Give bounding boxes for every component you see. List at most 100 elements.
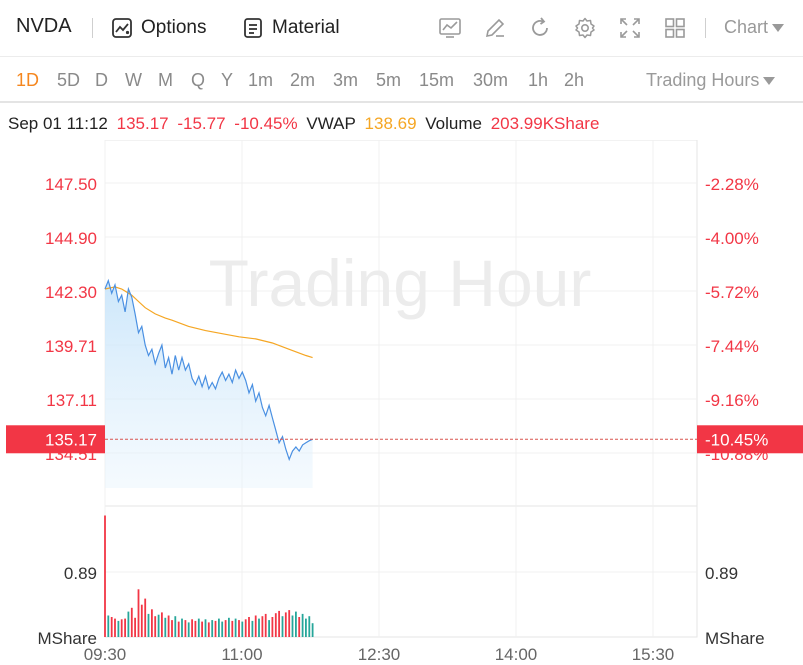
volume-bar: [241, 621, 244, 637]
volume-bar: [281, 616, 284, 637]
y-tick-left: 147.50: [45, 175, 97, 194]
current-price-tag: [6, 425, 105, 454]
volume-bar: [151, 609, 153, 637]
volume-bar: [231, 620, 234, 637]
volume-label: Volume: [425, 114, 482, 133]
period-tab-1m[interactable]: 1m: [248, 70, 274, 90]
period-tab-5m[interactable]: 5m: [376, 70, 402, 90]
volume-bar: [140, 604, 143, 637]
y-tick-right: -4.00%: [705, 229, 759, 248]
volume-bar: [301, 613, 304, 637]
volume-bar: [258, 618, 260, 637]
y-tick-right: -5.72%: [705, 283, 759, 302]
volume-bar: [308, 616, 311, 637]
volume-bar: [295, 611, 297, 637]
period-tab-30m[interactable]: 30m: [473, 70, 509, 90]
volume-bar: [238, 620, 240, 637]
period-tab-y[interactable]: Y: [221, 70, 234, 90]
volume-tick-left: 0.89: [64, 564, 97, 583]
x-tick-label: 12:30: [358, 645, 401, 664]
volume-unit-left: MShare: [37, 629, 97, 648]
volume-bar: [124, 618, 126, 637]
period-tab-5d[interactable]: 5D: [57, 70, 81, 90]
volume-bar: [291, 615, 294, 637]
volume-bar: [288, 610, 291, 637]
volume-bar: [224, 620, 227, 637]
volume-bar: [144, 598, 147, 637]
volume-bar: [298, 617, 301, 637]
current-price-label: 135.17: [45, 430, 97, 449]
chart-type-dropdown[interactable]: Chart: [724, 17, 785, 38]
period-tab-q[interactable]: Q: [191, 70, 206, 90]
session-dropdown[interactable]: Trading Hours: [646, 70, 776, 91]
volume-bar: [167, 615, 170, 637]
top-toolbar: NVDA Options Material: [0, 0, 803, 57]
current-pct-tag: [697, 425, 803, 454]
grid-layout-icon[interactable]: [663, 16, 687, 40]
volume-bar: [177, 621, 180, 637]
period-tab-d[interactable]: D: [95, 70, 108, 90]
refresh-icon[interactable]: [528, 16, 552, 40]
volume-bar: [120, 619, 123, 637]
volume-bar: [147, 613, 150, 637]
current-pct-label: -10.45%: [705, 430, 768, 449]
volume-bar: [107, 615, 110, 637]
x-tick-label: 11:00: [221, 645, 262, 664]
vwap-value: 138.69: [364, 114, 417, 133]
options-chart-icon: [112, 18, 132, 38]
gear-icon[interactable]: [573, 16, 597, 40]
session-label: Trading Hours: [646, 70, 760, 90]
quote-change-pct: -10.45%: [234, 114, 298, 133]
indicator-icon[interactable]: [438, 16, 462, 40]
volume-bar: [127, 611, 130, 637]
toolbar-divider: [705, 18, 706, 38]
fullscreen-icon[interactable]: [618, 16, 642, 40]
document-icon: [244, 18, 262, 38]
volume-bar: [248, 617, 250, 637]
period-tab-15m[interactable]: 15m: [419, 70, 455, 90]
period-tab-2h[interactable]: 2h: [564, 70, 585, 90]
volume-bar: [130, 607, 133, 637]
period-tab-3m[interactable]: 3m: [333, 70, 359, 90]
intraday-chart[interactable]: Trading Hour 147.50 144.90 142.30 139.71 137…: [0, 140, 803, 665]
volume-bar: [104, 515, 106, 637]
period-tab-1h[interactable]: 1h: [528, 70, 549, 90]
volume-bar: [174, 616, 177, 637]
period-tab-w[interactable]: W: [125, 70, 142, 90]
price-area-fill: [105, 280, 313, 488]
y-tick-left: 139.71: [45, 337, 97, 356]
volume-bar: [218, 618, 220, 637]
options-button[interactable]: Options: [111, 15, 206, 41]
volume-tick-right: 0.89: [705, 564, 738, 583]
volume-bar: [221, 621, 224, 637]
caret-down-icon: [772, 23, 785, 32]
y-tick-right: -7.44%: [705, 337, 759, 356]
period-tab-2m[interactable]: 2m: [290, 70, 316, 90]
volume-bar: [184, 620, 187, 637]
y-tick-left: 144.90: [45, 229, 97, 248]
material-button[interactable]: Material: [242, 15, 340, 41]
period-tab-m[interactable]: M: [158, 70, 173, 90]
volume-unit-right: MShare: [705, 629, 765, 648]
volume-bar: [194, 620, 197, 637]
volume-bar: [228, 617, 230, 637]
material-label: Material: [272, 17, 340, 38]
volume-bar: [207, 622, 210, 637]
volume-bar: [171, 620, 173, 637]
draw-pen-icon[interactable]: [483, 16, 507, 40]
vwap-label: VWAP: [306, 114, 356, 133]
quote-info-line: Sep 01 11:12 135.17 -15.77 -10.45% VWAP …: [8, 114, 603, 134]
volume-bar: [157, 614, 160, 637]
caret-down-icon: [763, 76, 776, 85]
volume-bar: [110, 617, 113, 637]
volume-bar: [274, 613, 277, 637]
period-tab-1d[interactable]: 1D: [16, 70, 40, 90]
quote-price: 135.17: [116, 114, 169, 133]
ticker-symbol[interactable]: NVDA: [16, 15, 72, 37]
volume-bar: [311, 623, 314, 637]
volume-bar: [154, 616, 157, 637]
price-line: [104, 278, 313, 462]
volume-bar: [271, 617, 274, 637]
chart-type-label: Chart: [724, 17, 769, 37]
quote-datetime: Sep 01 11:12: [8, 114, 108, 133]
